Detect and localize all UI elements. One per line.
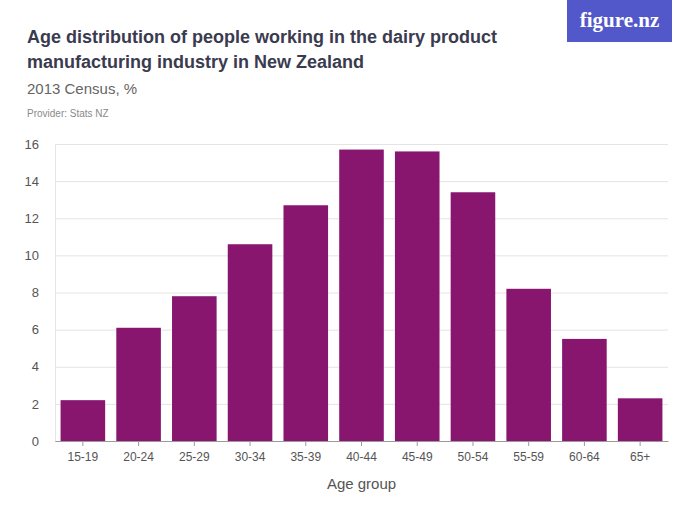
x-tick: 65+ <box>630 441 650 464</box>
x-tick: 15-19 <box>68 441 99 464</box>
logo: figure.nz <box>580 8 660 32</box>
y-tick-label: 6 <box>32 322 39 337</box>
bar <box>61 400 106 441</box>
x-tick: 30-34 <box>235 441 266 464</box>
x-tick-label: 40-44 <box>346 450 377 464</box>
bar <box>116 328 161 441</box>
x-tick-mark <box>361 441 362 446</box>
title: Age distribution of people working in th… <box>27 27 497 72</box>
bar <box>618 398 663 441</box>
x-tick-mark <box>194 441 195 446</box>
x-tick-mark <box>138 441 139 446</box>
x-tick: 50-54 <box>458 441 489 464</box>
x-tick-label: 65+ <box>630 450 650 464</box>
provider: Provider: Stats NZ <box>27 108 109 119</box>
x-tick: 60-64 <box>569 441 600 464</box>
x-tick-label: 30-34 <box>235 450 266 464</box>
title-line: manufacturing industry in New Zealand <box>27 52 364 72</box>
x-tick: 45-49 <box>402 441 433 464</box>
x-tick-label: 15-19 <box>68 450 99 464</box>
plot: 0 2 4 6 8 10 12 14 16 15-19 20-24 25-29 30-34 35-39 40… <box>25 137 669 464</box>
logo-box <box>567 0 672 42</box>
x-tick-mark <box>472 441 473 446</box>
bar <box>562 339 607 441</box>
bar <box>506 289 551 441</box>
x-tick: 55-59 <box>513 441 544 464</box>
y-tick-label: 14 <box>25 174 39 189</box>
y-tick-label: 2 <box>32 397 39 412</box>
bar <box>283 205 328 441</box>
bar <box>395 151 440 441</box>
y-tick: 16 <box>25 137 668 152</box>
x-tick-mark <box>417 441 418 446</box>
y-tick-label: 4 <box>32 359 39 374</box>
x-axis: 15-19 20-24 25-29 30-34 35-39 40-44 45-49 50-54… <box>56 441 669 464</box>
y-axis: 0 2 4 6 8 10 12 14 16 <box>25 137 668 449</box>
x-tick-label: 25-29 <box>179 450 210 464</box>
x-tick: 20-24 <box>123 441 154 464</box>
bar <box>228 244 273 441</box>
x-tick-mark <box>640 441 641 446</box>
grid-line <box>55 144 668 145</box>
x-tick-label: 45-49 <box>402 450 433 464</box>
x-tick-mark <box>82 441 83 446</box>
x-tick-label: 20-24 <box>123 450 154 464</box>
x-axis-title: Age group <box>327 475 396 492</box>
y-tick-label: 0 <box>32 434 39 449</box>
y-tick-label: 8 <box>32 285 39 300</box>
y-tick-label: 12 <box>25 211 39 226</box>
x-tick-label: 35-39 <box>290 450 321 464</box>
y-tick-label: 10 <box>25 248 39 263</box>
x-tick-label: 60-64 <box>569 450 600 464</box>
x-tick: 25-29 <box>179 441 210 464</box>
x-tick: 35-39 <box>290 441 321 464</box>
subtitle: 2013 Census, % <box>27 80 137 97</box>
bar <box>339 150 384 441</box>
x-tick-label: 55-59 <box>513 450 544 464</box>
x-tick-mark <box>305 441 306 446</box>
x-tick-mark <box>250 441 251 446</box>
title-line: Age distribution of people working in th… <box>27 27 497 47</box>
x-tick-mark <box>584 441 585 446</box>
chart: figure.nz Age distribution of people work… <box>0 0 700 525</box>
bars <box>61 150 663 441</box>
y-tick-label: 16 <box>25 137 39 152</box>
x-tick: 40-44 <box>346 441 377 464</box>
x-tick-label: 50-54 <box>458 450 489 464</box>
x-tick-mark <box>528 441 529 446</box>
bar <box>451 192 496 441</box>
bar <box>172 296 217 441</box>
